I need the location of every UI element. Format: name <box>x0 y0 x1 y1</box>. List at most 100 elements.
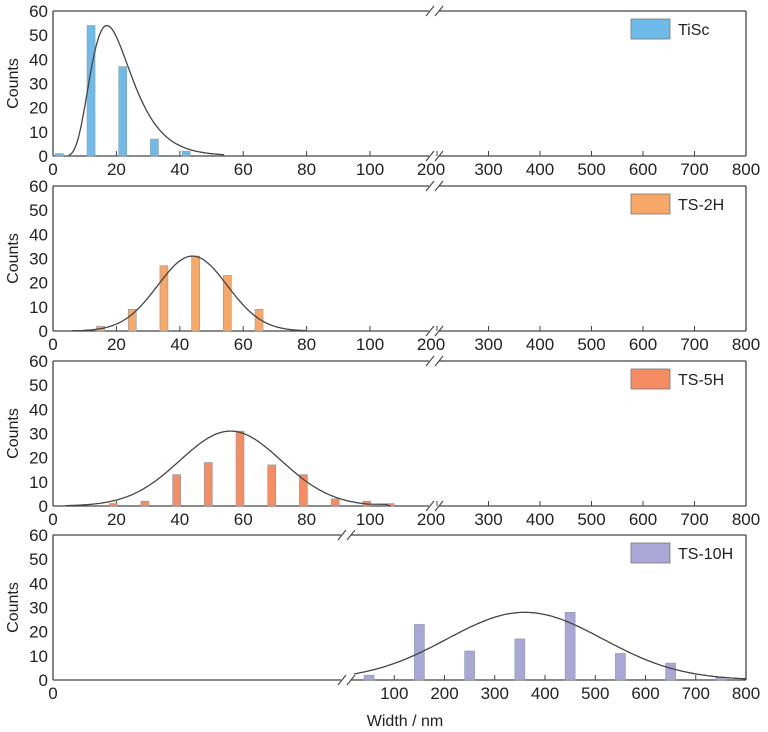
histogram-bar <box>564 612 576 681</box>
x-tick-label: 100 <box>356 335 384 354</box>
histogram-bar <box>140 500 150 507</box>
axis-break-mark <box>434 500 444 512</box>
y-tick-label: 50 <box>29 26 48 45</box>
histogram-bar <box>514 638 526 681</box>
x-tick-label: 700 <box>680 160 708 179</box>
histogram-bar <box>172 474 181 507</box>
x-tick-label: 800 <box>732 335 760 354</box>
histogram-bar <box>363 674 375 681</box>
axis-break-mark <box>425 500 435 512</box>
legend-label: TS-2H <box>678 197 724 214</box>
axis-break-mark <box>434 325 444 337</box>
legend-swatch <box>630 18 671 40</box>
axis-break-mark <box>434 180 444 192</box>
histogram-bar <box>464 650 475 681</box>
y-tick-label: 60 <box>29 2 48 21</box>
y-axis-title: Counts <box>5 582 22 633</box>
x-tick-label: 800 <box>732 160 760 179</box>
histogram-bar <box>86 25 96 157</box>
x-tick-label: 200 <box>417 335 445 354</box>
y-tick-label: 0 <box>39 497 48 516</box>
axis-break-mark <box>434 355 444 367</box>
y-tick-label: 30 <box>29 425 48 444</box>
y-axis-title: Counts <box>5 408 22 459</box>
y-tick-label: 20 <box>29 449 48 468</box>
x-tick-label: 700 <box>682 684 710 703</box>
y-tick-label: 20 <box>29 99 48 118</box>
axis-break-mark <box>425 355 435 367</box>
axis-break-mark <box>337 529 347 541</box>
y-tick-label: 60 <box>29 526 48 545</box>
x-tick-label: 20 <box>107 160 126 179</box>
histogram-bar <box>204 462 213 507</box>
y-tick-label: 30 <box>29 599 48 618</box>
histogram-bar <box>159 265 169 332</box>
x-tick-label: 60 <box>234 160 253 179</box>
x-tick-label: 500 <box>577 335 605 354</box>
histogram-bar <box>150 138 159 157</box>
fit-curve <box>72 255 307 332</box>
x-tick-label: 800 <box>732 510 760 529</box>
axis-break-mark <box>425 325 435 337</box>
histogram-bar <box>223 275 232 332</box>
x-tick-label: 200 <box>417 510 445 529</box>
x-tick-label: 80 <box>297 160 316 179</box>
y-tick-label: 10 <box>29 123 48 142</box>
x-tick-label: 20 <box>107 335 126 354</box>
x-tick-label: 200 <box>430 684 458 703</box>
x-tick-label: 300 <box>474 160 502 179</box>
histogram-bar <box>330 498 340 507</box>
histogram-bar <box>665 662 676 681</box>
y-tick-label: 10 <box>29 647 48 666</box>
x-tick-label: 60 <box>234 510 253 529</box>
histogram-bar <box>191 255 200 332</box>
fit-curve <box>68 24 225 156</box>
y-tick-label: 30 <box>29 250 48 269</box>
y-tick-label: 30 <box>29 75 48 94</box>
x-tick-label: 0 <box>48 510 57 529</box>
legend-swatch <box>630 368 671 390</box>
y-tick-label: 40 <box>29 574 48 593</box>
y-tick-label: 40 <box>29 50 48 69</box>
histogram-bar <box>181 150 191 157</box>
y-tick-label: 60 <box>29 177 48 196</box>
y-axis-title: Counts <box>5 58 22 109</box>
x-tick-label: 300 <box>474 335 502 354</box>
x-tick-label: 80 <box>297 510 316 529</box>
axis-break-mark <box>434 150 444 162</box>
x-tick-label: 600 <box>629 160 657 179</box>
fit-curve <box>353 611 747 680</box>
x-axis-title: Width / nm <box>367 713 443 730</box>
y-tick-label: 0 <box>39 322 48 341</box>
x-tick-label: 40 <box>170 510 189 529</box>
x-tick-label: 200 <box>417 160 445 179</box>
y-tick-label: 50 <box>29 550 48 569</box>
x-tick-label: 20 <box>107 510 126 529</box>
x-tick-label: 500 <box>577 160 605 179</box>
x-tick-label: 100 <box>356 510 384 529</box>
y-tick-label: 0 <box>39 147 48 166</box>
y-tick-label: 20 <box>29 623 48 642</box>
x-tick-label: 700 <box>680 510 708 529</box>
x-tick-label: 500 <box>581 684 609 703</box>
legend-label: TS-5H <box>678 372 724 389</box>
x-tick-label: 100 <box>380 684 408 703</box>
x-tick-label: 60 <box>234 335 253 354</box>
histogram-bar <box>414 624 425 681</box>
axis-break-mark <box>425 150 435 162</box>
x-tick-label: 100 <box>356 160 384 179</box>
x-tick-label: 300 <box>481 684 509 703</box>
axis-break-mark <box>337 674 347 686</box>
histogram-bar <box>235 430 245 507</box>
y-tick-label: 40 <box>29 400 48 419</box>
axis-break-mark <box>346 529 356 541</box>
y-tick-label: 60 <box>29 352 48 371</box>
x-tick-label: 40 <box>170 335 189 354</box>
axis-break-mark <box>434 5 444 17</box>
x-tick-label: 400 <box>526 335 554 354</box>
